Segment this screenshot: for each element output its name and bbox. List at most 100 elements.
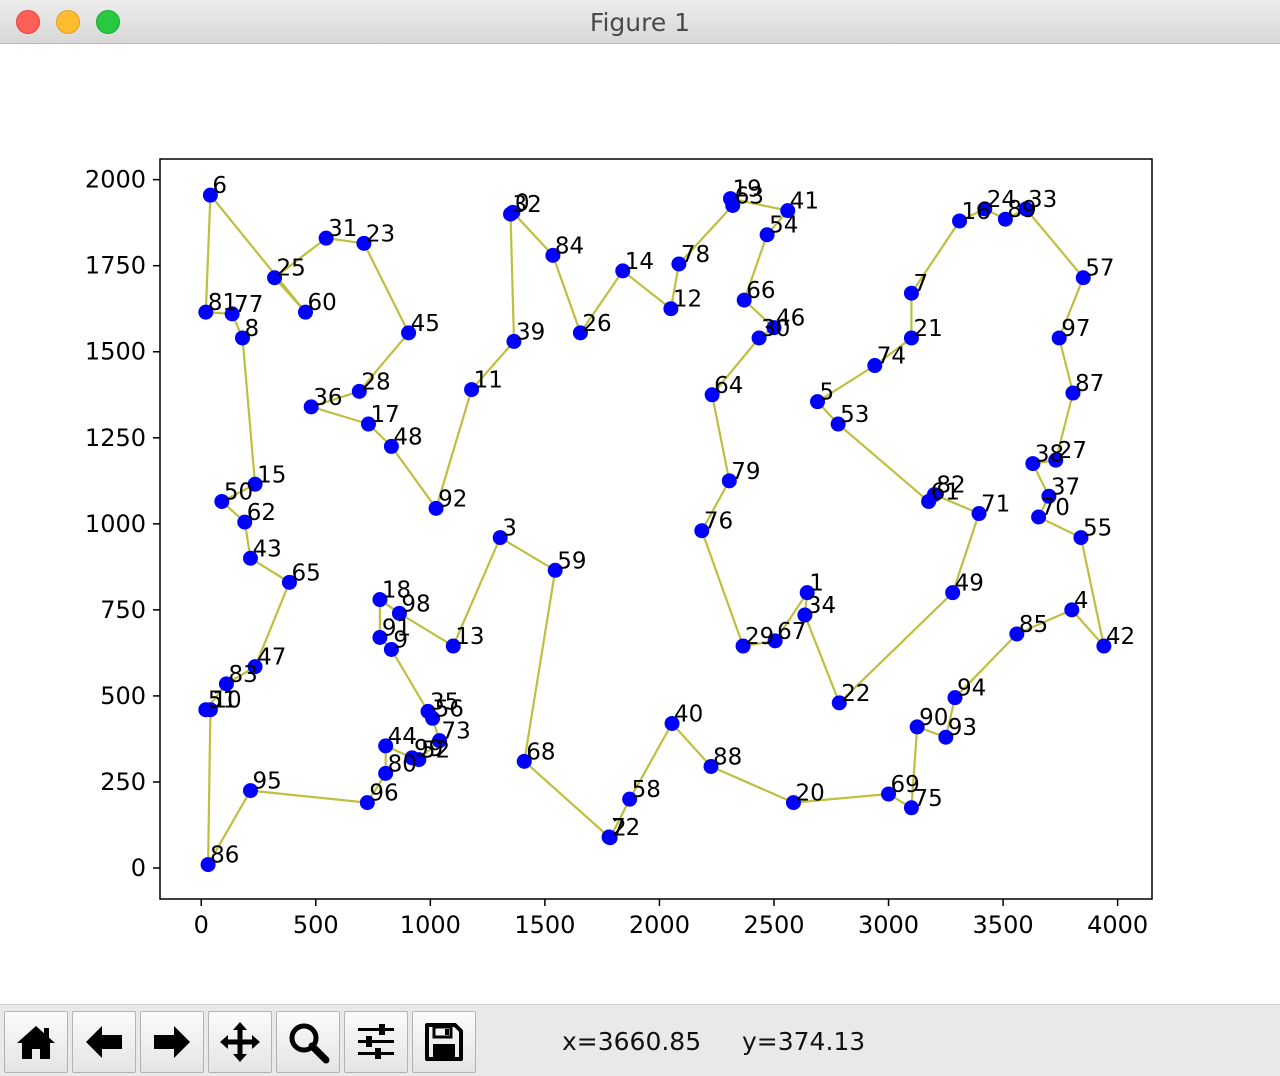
minimize-window-button[interactable] (56, 10, 80, 34)
y-tick-label: 500 (100, 682, 146, 710)
zoom-button[interactable] (276, 1011, 340, 1073)
city-label-69: 69 (891, 772, 920, 798)
city-label-90: 90 (919, 705, 948, 731)
y-tick-label: 1500 (85, 338, 146, 366)
city-label-55: 55 (1083, 516, 1112, 542)
city-label-82: 82 (936, 473, 965, 499)
city-point-93 (938, 729, 954, 745)
city-point-68 (516, 753, 532, 769)
city-point-83 (218, 676, 234, 692)
city-label-92: 92 (438, 486, 467, 512)
city-label-2: 2 (612, 816, 627, 842)
city-point-70 (1031, 509, 1047, 525)
home-button[interactable] (4, 1011, 68, 1073)
city-label-18: 18 (382, 578, 411, 604)
city-point-49 (945, 585, 961, 601)
city-label-6: 6 (212, 173, 227, 199)
city-label-68: 68 (526, 739, 555, 765)
city-label-35: 35 (430, 689, 459, 715)
city-label-16: 16 (962, 199, 991, 225)
city-point-79 (721, 473, 737, 489)
city-label-29: 29 (745, 624, 774, 650)
city-label-37: 37 (1051, 474, 1080, 500)
y-tick-label: 1750 (85, 252, 146, 280)
x-tick-label: 500 (293, 911, 339, 939)
city-label-91: 91 (382, 615, 411, 641)
city-point-81 (198, 304, 214, 320)
city-point-6 (202, 187, 218, 203)
city-point-72 (601, 829, 617, 845)
city-label-73: 73 (442, 719, 471, 745)
city-point-31 (318, 230, 334, 246)
city-label-17: 17 (370, 402, 399, 428)
subplots-button[interactable] (344, 1011, 408, 1073)
city-point-71 (971, 506, 987, 522)
sliders-icon (358, 1024, 394, 1059)
city-point-22 (831, 695, 847, 711)
city-point-98 (391, 605, 407, 621)
city-label-10: 10 (212, 688, 241, 714)
city-point-76 (694, 523, 710, 539)
forward-button[interactable] (140, 1011, 204, 1073)
plot-area[interactable]: 0 500 1000 1500 2000 2500 3000 3500 400002505007… (85, 158, 1153, 939)
city-point-23 (356, 235, 372, 251)
city-label-60: 60 (307, 290, 336, 316)
city-label-38: 38 (1035, 442, 1064, 468)
city-label-99: 99 (414, 736, 443, 762)
city-point-11 (464, 382, 480, 398)
move-icon (220, 1022, 260, 1062)
city-label-58: 58 (632, 777, 661, 803)
city-label-51: 51 (208, 688, 237, 714)
city-label-70: 70 (1041, 495, 1070, 521)
city-label-31: 31 (328, 216, 357, 242)
zoom-icon (289, 1023, 330, 1064)
city-label-5: 5 (820, 380, 835, 406)
city-label-43: 43 (252, 536, 281, 562)
city-point-95 (242, 783, 258, 799)
city-label-84: 84 (555, 233, 584, 259)
figure-canvas[interactable]: 0 500 1000 1500 2000 2500 3000 3500 400002505007… (0, 44, 1280, 1004)
city-label-62: 62 (247, 500, 276, 526)
city-label-63: 63 (735, 183, 764, 209)
maximize-window-button[interactable] (96, 10, 120, 34)
city-point-41 (780, 203, 796, 219)
city-point-16 (952, 213, 968, 229)
city-label-4: 4 (1074, 588, 1089, 614)
city-point-87 (1065, 385, 1081, 401)
city-point-12 (663, 301, 679, 317)
back-button[interactable] (72, 1011, 136, 1073)
y-tick-label: 250 (100, 768, 146, 796)
city-label-96: 96 (369, 781, 398, 807)
city-label-53: 53 (840, 402, 869, 428)
city-label-47: 47 (257, 645, 286, 671)
x-tick-label: 3000 (858, 911, 919, 939)
city-label-8: 8 (244, 316, 259, 342)
pan-button[interactable] (208, 1011, 272, 1073)
city-label-80: 80 (388, 751, 417, 777)
city-label-65: 65 (291, 560, 320, 586)
city-point-34 (797, 607, 813, 623)
y-tick-label: 1250 (85, 424, 146, 452)
close-window-button[interactable] (16, 10, 40, 34)
city-label-95: 95 (252, 769, 281, 795)
city-point-90 (909, 719, 925, 735)
city-label-14: 14 (625, 249, 654, 275)
y-coordinate-readout: y=374.13 (742, 1027, 866, 1056)
x-coordinate-readout: x=3660.85 (562, 1027, 702, 1056)
city-point-29 (735, 638, 751, 654)
city-label-89: 89 (1007, 197, 1036, 223)
city-label-30: 30 (761, 316, 790, 342)
city-point-53 (830, 416, 846, 432)
city-label-54: 54 (769, 213, 798, 239)
city-point-47 (247, 659, 263, 675)
city-point-43 (242, 550, 258, 566)
city-label-28: 28 (361, 369, 390, 395)
city-label-0: 0 (515, 190, 530, 216)
save-button[interactable] (412, 1011, 476, 1073)
city-label-56: 56 (435, 696, 464, 722)
city-point-91 (372, 629, 388, 645)
city-point-26 (572, 325, 588, 341)
x-tick-label: 2000 (629, 911, 690, 939)
city-label-72: 72 (611, 815, 640, 841)
city-point-55 (1073, 530, 1089, 546)
